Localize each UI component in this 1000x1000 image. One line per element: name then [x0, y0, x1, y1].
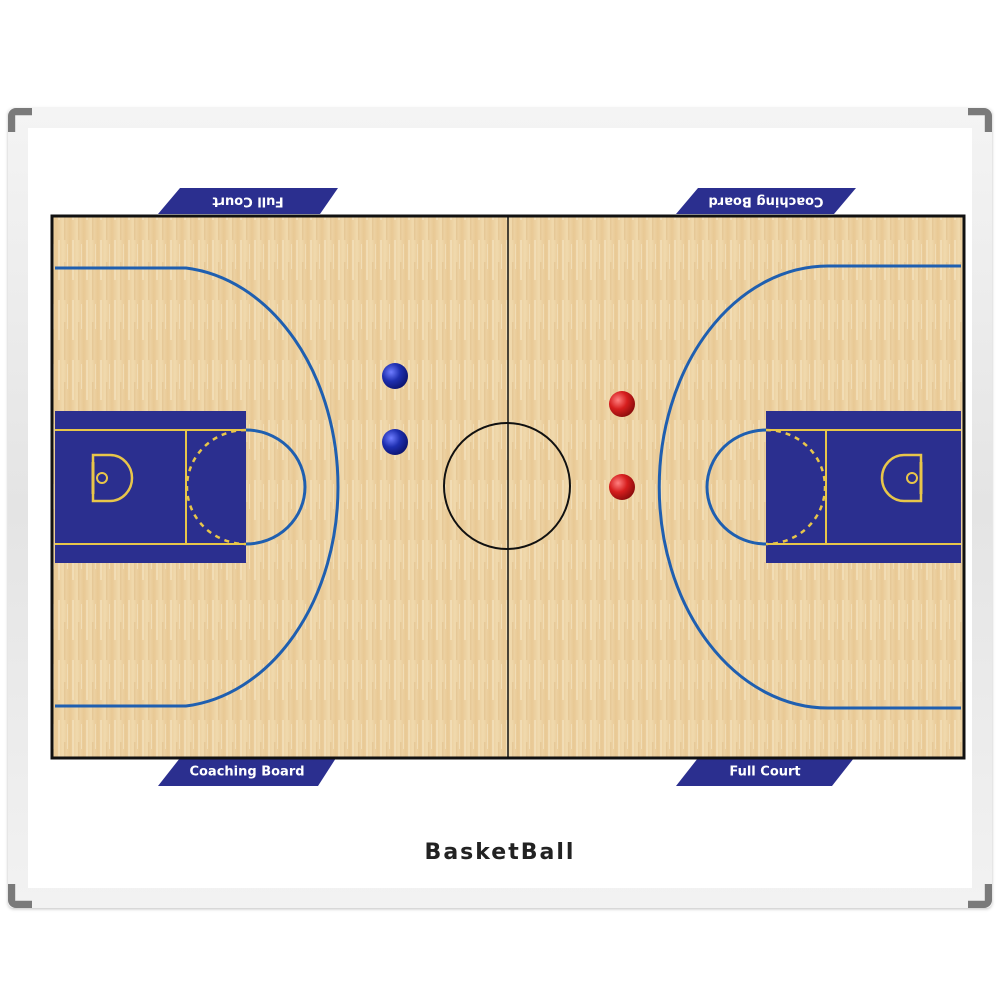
tab-top-left [158, 188, 338, 214]
restricted-arc-right [880, 453, 923, 503]
tab-label-bottom-left: Coaching Board [189, 765, 304, 780]
dashed-arc-right [765, 428, 827, 546]
free-throw-circle-left [245, 428, 307, 546]
red-magnet-1[interactable] [609, 391, 635, 417]
paint-right [766, 411, 961, 563]
center-circle [443, 422, 571, 550]
free-throw-circle-right [705, 428, 767, 546]
basket-right [906, 472, 918, 484]
dashed-arc-left [185, 428, 247, 546]
basket-left [96, 472, 108, 484]
tab-bottom-left [158, 758, 336, 786]
three-point-line-right [657, 264, 961, 710]
three-point-line-left [55, 266, 340, 708]
paint-left [55, 411, 246, 563]
board-title: BasketBall [424, 840, 576, 865]
red-magnet-2[interactable] [609, 474, 635, 500]
restricted-arc-left [91, 453, 134, 503]
blue-magnet-2[interactable] [382, 429, 408, 455]
tab-label-bottom-right: Full Court [729, 765, 800, 780]
tab-label-top-left: Full Court [212, 194, 283, 209]
blue-magnet-1[interactable] [382, 363, 408, 389]
tab-label-top-right: Coaching Board [708, 194, 823, 209]
tab-top-right [676, 188, 856, 214]
tab-bottom-right [676, 758, 854, 786]
